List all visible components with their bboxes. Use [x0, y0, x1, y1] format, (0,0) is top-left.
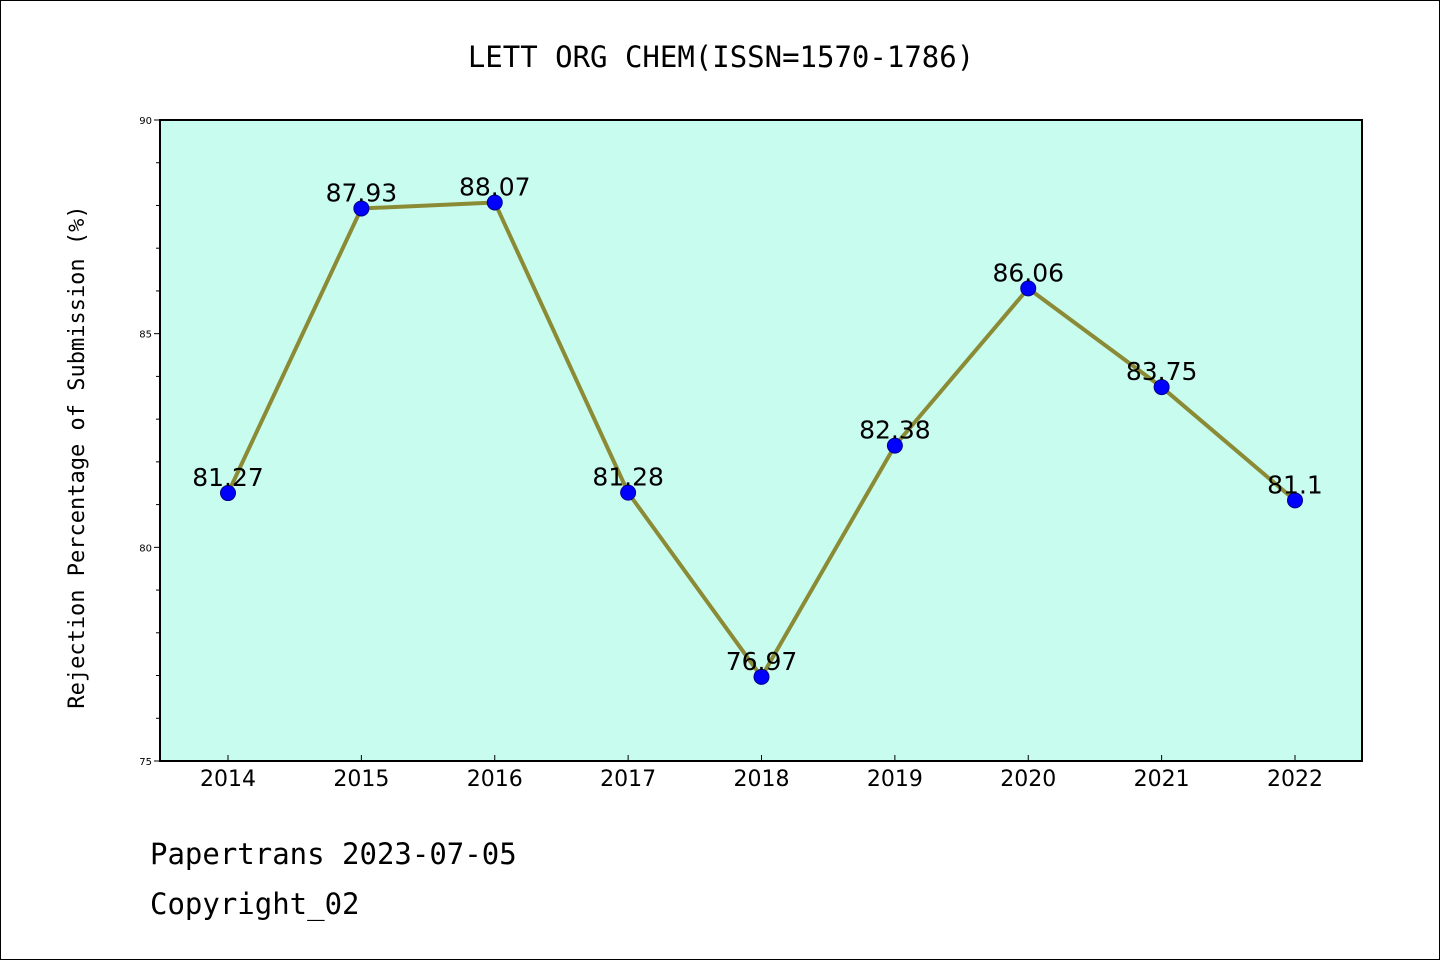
y-tick-label: 75: [139, 757, 152, 768]
data-label: 82.38: [859, 416, 931, 445]
x-axis-ticks: 2014 2015 2016 2017 2018 2019 2020 2021 2022: [200, 755, 1323, 792]
data-label: 76.97: [726, 647, 798, 676]
data-label: 81.1: [1267, 470, 1323, 499]
x-tick-label: 2022: [1267, 767, 1323, 792]
data-point: [220, 485, 236, 502]
x-tick-label: 2020: [1000, 767, 1056, 792]
y-tick-label: 90: [139, 116, 152, 127]
y-axis-ticks: 75 80 85 90: [139, 116, 160, 768]
y-minor-ticks: [156, 162, 160, 719]
footer-copyright: Copyright_02: [150, 887, 360, 921]
data-markers: [220, 194, 1303, 685]
data-label: 88.07: [459, 172, 531, 201]
x-tick-label: 2015: [333, 767, 389, 792]
data-point: [353, 200, 370, 217]
y-tick-label: 80: [139, 543, 152, 554]
x-tick-label: 2019: [867, 767, 923, 792]
data-point: [1287, 492, 1303, 509]
x-tick-label: 2021: [1134, 767, 1190, 792]
x-tick-label: 2014: [200, 767, 256, 792]
x-tick-label: 2017: [600, 767, 656, 792]
data-point: [753, 668, 770, 685]
x-tick-label: 2016: [467, 767, 523, 792]
data-labels: 81.27 87.93 88.07 81.28 76.97 82.38 86.06 83.75…: [192, 172, 1323, 675]
data-point: [486, 194, 503, 211]
data-label: 86.06: [992, 258, 1064, 287]
x-tick-label: 2018: [734, 767, 790, 792]
data-label: 81.28: [592, 463, 664, 492]
data-label: 87.93: [326, 178, 398, 207]
data-point: [620, 484, 637, 501]
y-tick-label: 85: [139, 330, 152, 341]
data-point: [1020, 280, 1037, 297]
data-label: 81.27: [192, 463, 264, 492]
data-point: [886, 437, 903, 454]
footer-date: Papertrans 2023-07-05: [150, 837, 517, 871]
plot-area: [159, 119, 1363, 762]
y-axis-label: Rejection Percentage of Submission (%): [65, 205, 90, 708]
chart-title: LETT ORG CHEM(ISSN=1570-1786): [468, 40, 974, 74]
data-point: [1153, 379, 1170, 396]
data-label: 83.75: [1126, 357, 1198, 386]
